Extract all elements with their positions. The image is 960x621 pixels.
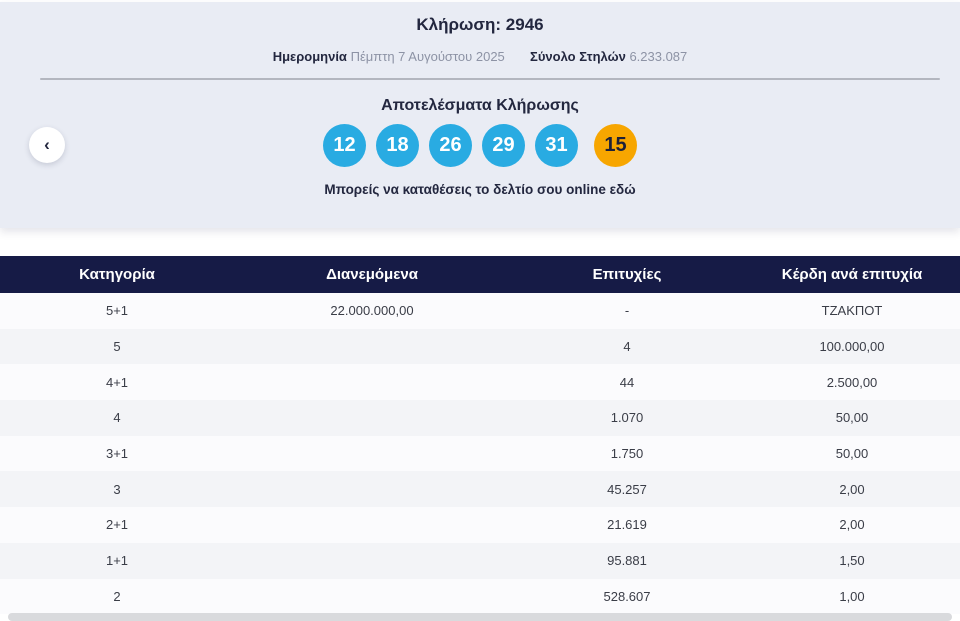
table-row: 2+1 21.619 2,00: [0, 507, 960, 543]
cell-category: 4: [113, 410, 121, 426]
columns-value: 6.233.087: [629, 49, 688, 64]
column-header-category: Κατηγορία: [79, 266, 155, 283]
cell-category: 3+1: [105, 446, 129, 462]
cell-prize: 50,00: [835, 410, 869, 426]
column-header-winners: Επιτυχίες: [592, 266, 662, 283]
cell-prize: 1,00: [839, 588, 865, 604]
column-header-prize: Κέρδη ανά επιτυχία: [781, 266, 923, 283]
cell-winners: 4: [623, 339, 631, 355]
table-row: 5+1 22.000.000,00 - ΤΖΑΚΠΟΤ: [0, 293, 960, 329]
table-row: 4+1 44 2.500,00: [0, 364, 960, 401]
next-section-edge: [8, 613, 952, 621]
columns-label: Σύνολο Στηλών: [530, 49, 626, 64]
cell-category: 2: [113, 588, 121, 604]
column-header-distributed: Διανεμόμενα: [326, 266, 418, 283]
table-row: 5 4 100.000,00: [0, 328, 960, 365]
cell-winners: 1.750: [610, 446, 644, 462]
cell-winners: 528.607: [603, 588, 651, 604]
prize-table-body: 5+1 22.000.000,00 - ΤΖΑΚΠΟΤ 5 4 100.000,…: [0, 293, 960, 615]
online-submit-link[interactable]: εδώ: [609, 182, 636, 197]
winning-number-ball: 31: [535, 124, 578, 167]
table-row: 1+1 95.881 1,50: [0, 542, 960, 579]
prize-table: Κατηγορία Διανεμόμενα Επιτυχίες Κέρδη αν…: [0, 256, 960, 615]
cell-winners: 44: [619, 374, 635, 390]
prize-table-header: Κατηγορία Διανεμόμενα Επιτυχίες Κέρδη αν…: [0, 256, 960, 293]
cell-prize: 2.500,00: [826, 374, 878, 390]
cell-category: 2+1: [105, 517, 129, 533]
cell-winners: 1.070: [610, 410, 644, 426]
header-divider: [40, 78, 940, 80]
online-submit-line: Μπορείς να καταθέσεις το δελτίο σου onli…: [0, 182, 960, 197]
results-heading: Αποτελέσματα Κλήρωσης: [381, 97, 579, 114]
cell-prize: 100.000,00: [819, 339, 885, 355]
winning-number-ball: 26: [429, 124, 472, 167]
date-value: Πέμπτη 7 Αυγούστου 2025: [350, 49, 505, 64]
bonus-number-ball: 15: [594, 124, 637, 167]
previous-draw-button[interactable]: ‹: [29, 127, 65, 163]
chevron-left-icon: ‹: [44, 134, 50, 154]
winning-number-ball: 29: [482, 124, 525, 167]
table-row: 2 528.607 1,00: [0, 578, 960, 615]
cell-winners: 45.257: [607, 481, 647, 497]
draw-meta: Ημερομηνία Πέμπτη 7 Αυγούστου 2025 Σύνολ…: [0, 49, 960, 64]
table-row: 3+1 1.750 50,00: [0, 435, 960, 472]
cell-category: 3: [113, 481, 121, 497]
cell-category: 1+1: [105, 553, 129, 569]
table-row: 4 1.070 50,00: [0, 400, 960, 436]
table-row: 3 45.257 2,00: [0, 471, 960, 508]
winning-numbers-row: 12 18 26 29 31 15: [0, 124, 960, 167]
draw-title: Κλήρωση: 2946: [416, 15, 544, 34]
cell-winners: 95.881: [607, 553, 647, 569]
cell-category: 5+1: [105, 303, 129, 319]
draw-header-section: Κλήρωση: 2946 Ημερομηνία Πέμπτη 7 Αυγούσ…: [0, 2, 960, 228]
winning-number-ball: 18: [376, 124, 419, 167]
cell-distributed: 22.000.000,00: [330, 303, 414, 319]
cell-winners: 21.619: [607, 517, 647, 533]
cell-winners: -: [624, 303, 630, 319]
cell-prize: 50,00: [835, 446, 869, 462]
date-label: Ημερομηνία: [272, 49, 347, 64]
cell-prize: ΤΖΑΚΠΟΤ: [821, 303, 883, 319]
cell-category: 4+1: [105, 374, 129, 390]
winning-number-ball: 12: [323, 124, 366, 167]
cell-prize: 2,00: [839, 517, 865, 533]
cell-prize: 2,00: [839, 481, 865, 497]
cell-category: 5: [113, 339, 121, 355]
cell-prize: 1,50: [839, 553, 865, 569]
online-submit-text: Μπορείς να καταθέσεις το δελτίο σου onli…: [324, 182, 610, 197]
